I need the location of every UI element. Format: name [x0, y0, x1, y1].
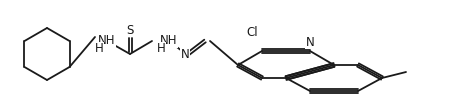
Text: N: N	[305, 36, 314, 48]
Text: N: N	[180, 48, 189, 60]
Text: H: H	[95, 43, 104, 56]
Text: Cl: Cl	[246, 26, 258, 40]
Text: H: H	[157, 43, 165, 56]
Text: NH: NH	[98, 34, 115, 48]
Text: S: S	[126, 24, 134, 37]
Text: NH: NH	[160, 34, 178, 48]
